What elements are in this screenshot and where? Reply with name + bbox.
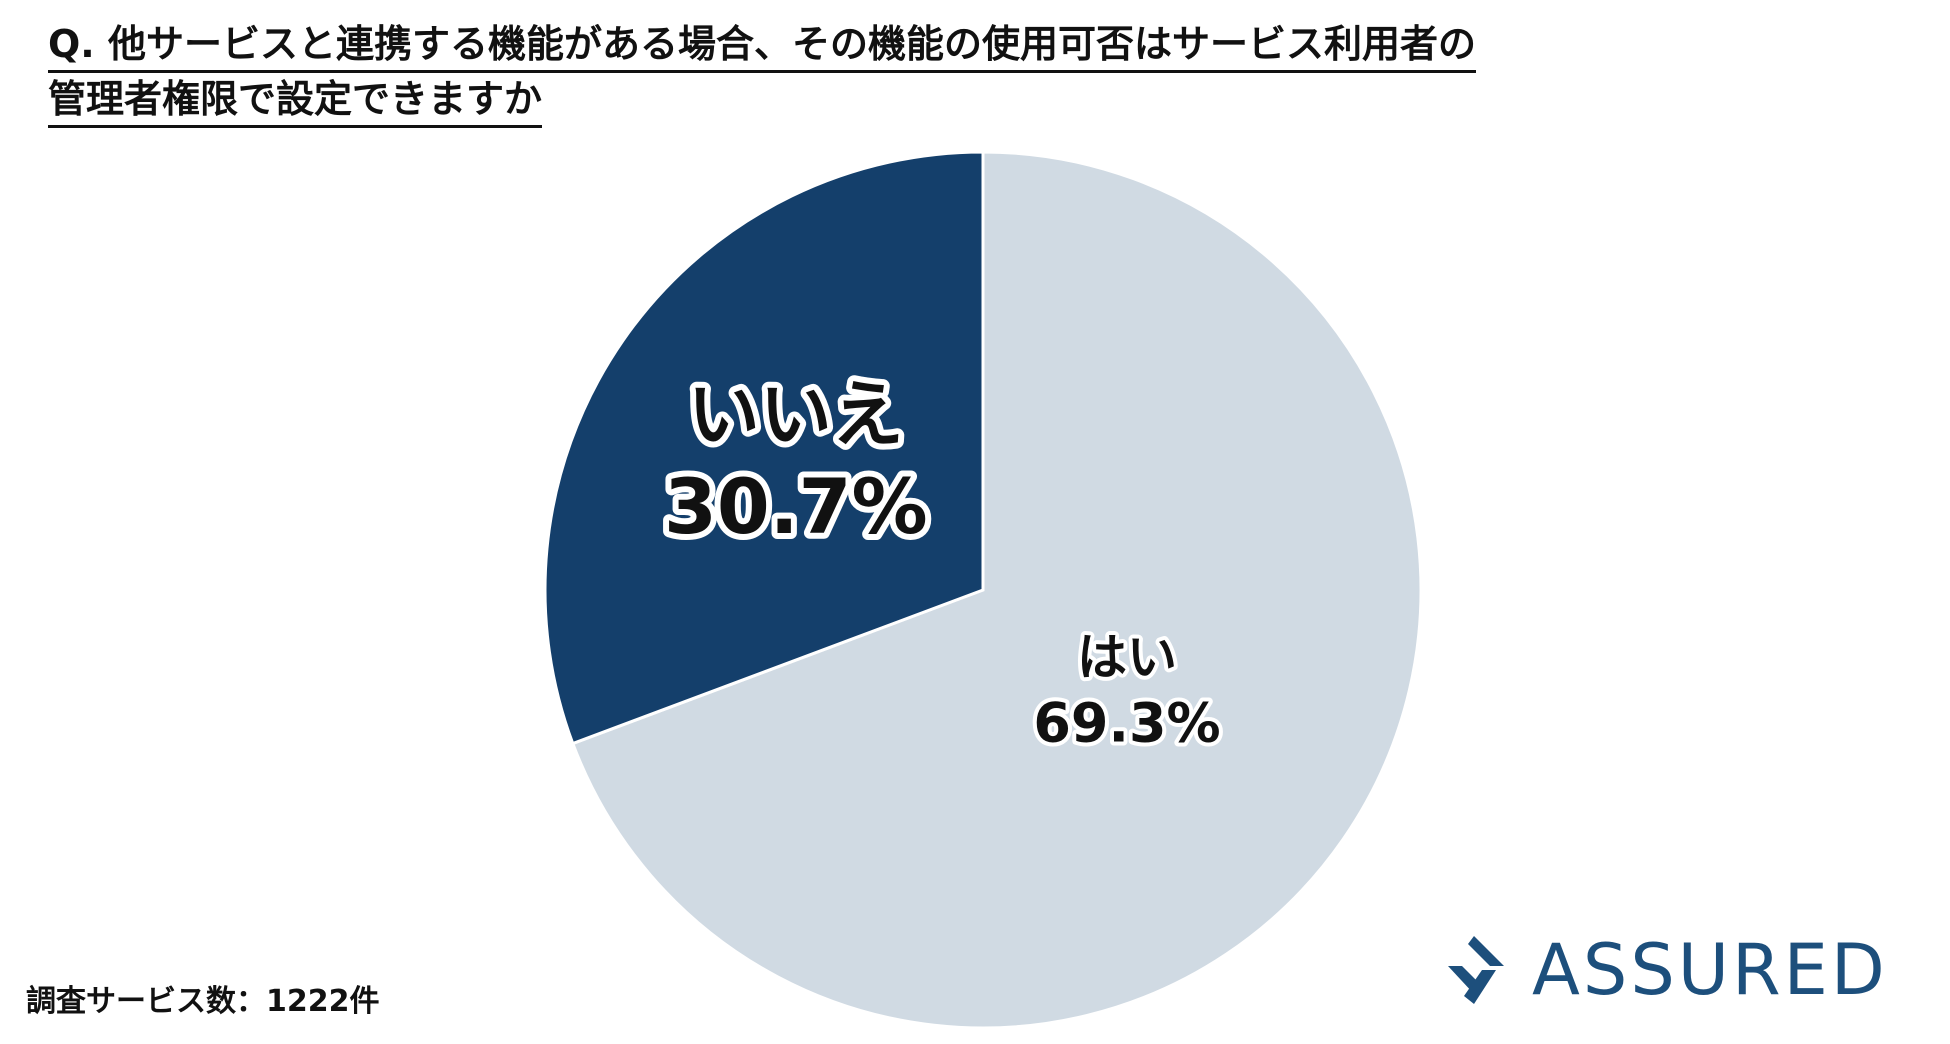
pie-slice-label-0: はい (1077, 628, 1177, 686)
pie-slice-value-0: 69.3% (1033, 692, 1220, 755)
pie-slices (543, 150, 1423, 1030)
assured-logo-mark-icon (1448, 936, 1504, 1004)
assured-logo-text: ASSURED (1532, 929, 1888, 1011)
pie-slice-label-1: いいえ (688, 372, 904, 456)
chart-title: Q. 他サービスと連携する機能がある場合、その機能の使用可否はサービス利用者の … (48, 18, 1688, 128)
assured-logo: ASSURED (1438, 930, 1888, 1010)
pie-slice-1 (543, 150, 985, 746)
chart-title-line-1: Q. 他サービスと連携する機能がある場合、その機能の使用可否はサービス利用者の (48, 18, 1476, 73)
chart-title-line-2: 管理者権限で設定できますか (48, 73, 543, 128)
pie-slice-value-1: 30.7% (664, 462, 928, 551)
pie-slice-0 (570, 150, 1423, 1030)
survey-count-footnote: 調査サービス数：1222件 (26, 984, 380, 1019)
